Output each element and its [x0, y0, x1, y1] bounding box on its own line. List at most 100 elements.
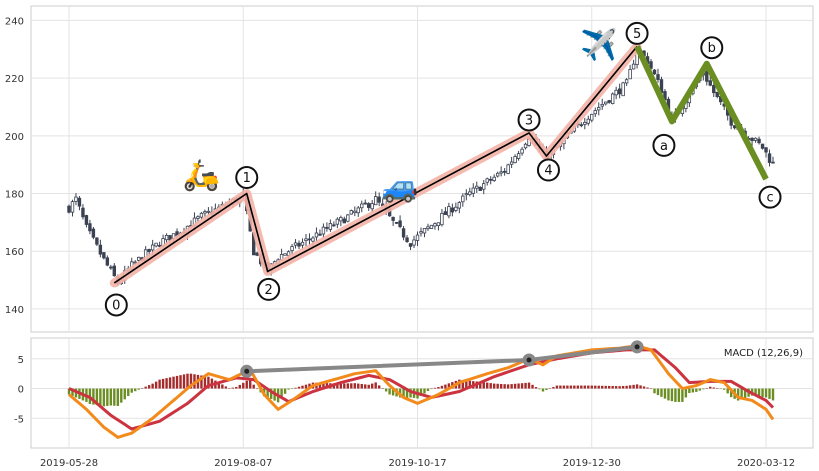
candle-body — [283, 253, 287, 256]
histogram-bar — [343, 383, 346, 389]
candle-body — [321, 226, 326, 235]
histogram-bar — [548, 388, 552, 390]
histogram-bar — [531, 384, 534, 389]
candle-body — [705, 71, 709, 82]
histogram-bar — [144, 386, 147, 389]
histogram-bar — [353, 383, 356, 389]
histogram-bar — [384, 388, 388, 392]
candle-body — [489, 178, 493, 181]
histogram-bar — [691, 388, 695, 393]
candle-body — [485, 178, 489, 183]
histogram-bar — [419, 388, 423, 396]
candle-body — [293, 242, 298, 246]
histogram-bar — [147, 385, 151, 389]
wave-label-circle — [235, 166, 259, 190]
histogram-bar — [740, 388, 743, 400]
candle-body — [112, 265, 117, 277]
histogram-bar — [433, 387, 437, 389]
airplane-icon: ✈️ — [580, 26, 617, 63]
candle-body — [150, 244, 155, 251]
histogram-bar — [660, 388, 663, 397]
histogram-bar — [168, 377, 172, 389]
histogram-bar — [646, 387, 649, 389]
wave-label-circle — [536, 158, 560, 182]
histogram-bar — [123, 388, 126, 400]
candle-body — [767, 153, 772, 163]
candle-body — [482, 183, 486, 190]
histogram-bar — [489, 383, 492, 389]
wave-label-circle — [625, 21, 649, 45]
candle-body — [328, 223, 333, 230]
histogram-bar — [628, 385, 632, 389]
candle-body — [590, 113, 594, 121]
histogram-bar — [151, 383, 154, 389]
histogram-bar — [611, 386, 614, 389]
candle-body — [133, 261, 137, 264]
candle-body — [206, 210, 211, 213]
candle-body — [356, 207, 360, 214]
candle-body — [447, 206, 451, 217]
histogram-bar — [200, 375, 203, 389]
candle-body — [84, 215, 89, 225]
histogram-bar — [677, 388, 681, 402]
candle-body — [196, 216, 200, 219]
candle-body — [67, 205, 71, 213]
histogram-bar — [255, 388, 259, 390]
histogram-bar — [587, 385, 590, 389]
histogram-bar — [346, 383, 350, 389]
histogram-bar — [663, 388, 667, 399]
icons: 🛵 🚙 ✈️ — [183, 26, 618, 204]
candle-body — [624, 79, 629, 84]
impulse-wave-line — [113, 45, 638, 284]
candle-body — [502, 170, 507, 173]
histogram-bar — [534, 387, 538, 389]
price-panel — [30, 5, 814, 333]
candle-body — [656, 74, 660, 80]
histogram-bar — [499, 383, 503, 389]
wave-label: b — [708, 41, 716, 56]
histogram-bar — [768, 388, 771, 399]
candle-body — [255, 252, 259, 256]
histogram-bar — [99, 388, 102, 406]
histogram-bar — [106, 388, 109, 406]
corrective-wave-line — [634, 45, 769, 181]
candle-body — [137, 256, 141, 261]
histogram-bar — [681, 388, 684, 402]
divergence-point-center — [244, 368, 250, 374]
histogram-bar — [137, 388, 140, 390]
histogram-bar — [336, 383, 339, 389]
candle-body — [290, 246, 294, 251]
histogram-bar — [726, 388, 729, 394]
histogram-bar — [102, 388, 106, 407]
histogram-bar — [538, 388, 541, 390]
macd-lines — [68, 340, 775, 439]
histogram-bar — [479, 381, 482, 389]
candle-body — [610, 93, 615, 105]
x-tick-label: 2019-08-07 — [214, 458, 272, 469]
histogram-bar — [674, 388, 677, 402]
histogram-bar — [597, 385, 600, 389]
histogram-bar — [224, 386, 228, 389]
candle-body — [649, 61, 653, 69]
macd-label: MACD (12,26,9) — [724, 348, 803, 359]
candle-body — [367, 203, 371, 208]
histogram-bar — [576, 385, 580, 389]
histogram-bar — [322, 382, 325, 389]
candle-body — [614, 89, 618, 96]
histogram-bar — [294, 387, 297, 389]
histogram-bar — [172, 376, 175, 389]
histogram-bar — [217, 382, 221, 389]
candle-body — [631, 63, 636, 70]
wave-label: 5 — [633, 27, 641, 42]
histogram-bar — [562, 385, 566, 389]
histogram-bar — [566, 385, 569, 389]
candle-body — [607, 100, 611, 103]
candle-body — [300, 241, 305, 246]
candle-body — [70, 201, 75, 213]
wave-label: 4 — [544, 164, 552, 179]
candle-body — [363, 202, 367, 205]
histogram-bar — [134, 388, 137, 392]
histogram-bar — [653, 388, 656, 394]
histogram-bar — [583, 385, 587, 389]
